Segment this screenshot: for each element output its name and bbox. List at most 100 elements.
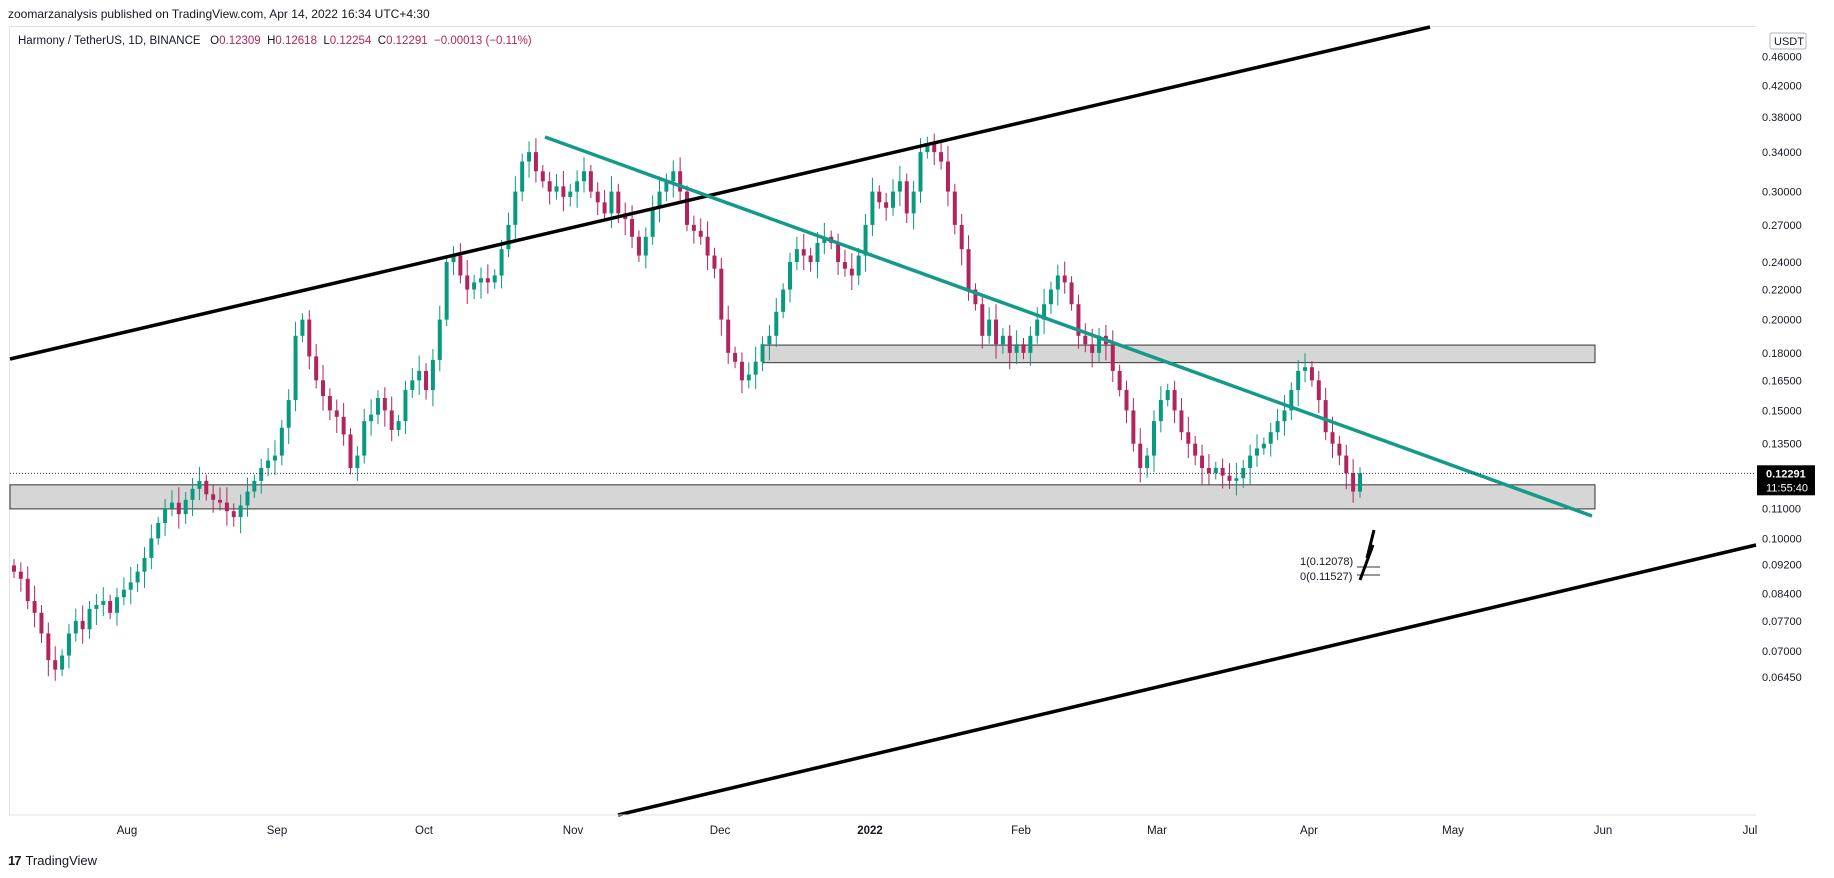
candle-body — [60, 655, 65, 670]
candle-body — [1248, 455, 1253, 468]
candle-body — [760, 344, 765, 362]
x-tick-label: Oct — [415, 825, 434, 837]
candle-body — [877, 191, 882, 203]
candle-body — [849, 268, 854, 276]
candle-body — [259, 467, 264, 481]
symbol-name[interactable]: Harmony / TetherUS, 1D, BINANCE — [18, 35, 201, 47]
candle-body — [472, 282, 477, 290]
candle-body — [115, 597, 120, 613]
candle-body — [1145, 455, 1150, 468]
candle-body — [1316, 380, 1321, 401]
candle-body — [1275, 421, 1280, 433]
candle-body — [1124, 390, 1129, 411]
candle-body — [382, 398, 387, 411]
y-tick-label: 0.46000 — [1762, 52, 1802, 64]
close-label: C — [377, 35, 387, 47]
candle-body — [691, 224, 696, 231]
candle-body — [1303, 367, 1308, 371]
projection-arrow[interactable] — [1358, 529, 1376, 581]
candle-body — [314, 356, 319, 381]
candle-body — [94, 604, 99, 609]
candle-body — [211, 494, 216, 500]
support-zone[interactable] — [9, 484, 1596, 510]
candle-body — [266, 460, 271, 468]
candle-body — [1200, 455, 1205, 468]
channel-upper-line[interactable] — [9, 25, 1431, 361]
candle-body — [1055, 275, 1060, 290]
descending-trendline[interactable] — [544, 135, 1593, 518]
candle-body — [66, 633, 71, 656]
candle-body — [1165, 390, 1170, 401]
candle-body — [733, 352, 738, 362]
chart-frame — [9, 26, 1756, 816]
candle-body — [272, 455, 277, 461]
candle-body — [1254, 448, 1259, 456]
x-tick-label: May — [1442, 825, 1464, 837]
candle-body — [183, 499, 188, 515]
y-tick-label: 0.10000 — [1762, 533, 1802, 545]
candle-body — [520, 161, 525, 192]
candle-body — [513, 191, 518, 225]
candle-body — [643, 236, 648, 256]
candle-body — [1172, 390, 1177, 411]
candle-body — [1289, 390, 1294, 411]
candle-body — [808, 255, 813, 263]
candle-body — [884, 202, 889, 208]
low-value: 0.12254 — [329, 35, 372, 47]
candle-body — [726, 319, 731, 353]
candle-body — [685, 191, 689, 225]
candle-body — [581, 171, 586, 182]
x-tick-label: 2022 — [857, 825, 883, 837]
candle-body — [527, 152, 532, 162]
candle-body — [1007, 335, 1012, 353]
candle-body — [1296, 370, 1301, 391]
candle-body — [190, 488, 195, 500]
candle-body — [437, 319, 442, 360]
candle-body — [18, 571, 23, 579]
channel-lower-line[interactable] — [617, 543, 1757, 817]
x-tick-label: Aug — [117, 825, 137, 837]
open-label: O — [210, 35, 220, 47]
candle-body — [870, 191, 875, 225]
x-tick-label: Jul — [1743, 825, 1758, 837]
candle-body — [1097, 335, 1102, 353]
candle-body — [478, 278, 483, 283]
candle-body — [1138, 443, 1143, 468]
candle-body — [458, 255, 463, 276]
countdown-value: 11:55:40 — [1766, 482, 1808, 494]
high-label: H — [267, 35, 276, 47]
candle-body — [451, 255, 456, 263]
candle-body — [169, 502, 174, 509]
candle-body — [705, 236, 710, 256]
y-tick-label: 0.22000 — [1762, 285, 1802, 297]
candle-body — [595, 191, 600, 203]
candle-body — [53, 660, 58, 670]
candle-body — [788, 262, 793, 290]
candle-body — [176, 502, 181, 515]
candle-body — [533, 152, 538, 172]
resistance-zone[interactable] — [762, 344, 1596, 364]
candle-body — [863, 224, 868, 256]
candle-body — [341, 416, 346, 435]
candle-body — [932, 142, 937, 153]
candle-body — [616, 191, 621, 214]
candle-body — [506, 224, 511, 250]
currency-label: USDT — [1774, 36, 1804, 48]
candle-body — [568, 191, 573, 197]
y-tick-label: 0.06450 — [1762, 672, 1802, 684]
candle-body — [1282, 410, 1287, 422]
y-tick-label: 0.18000 — [1762, 348, 1802, 360]
candle-body — [279, 427, 284, 456]
candle-body — [1358, 473, 1362, 492]
candle-body — [1220, 467, 1225, 476]
candle-body — [987, 319, 992, 336]
candle-body — [1179, 410, 1184, 433]
candle-body — [897, 181, 902, 192]
candle-body — [156, 523, 161, 539]
candle-body — [767, 335, 772, 345]
y-tick-label: 0.34000 — [1762, 147, 1802, 159]
x-tick-label: Sep — [267, 825, 287, 837]
candle-body — [911, 191, 916, 214]
symbol-legend: Harmony / TetherUS, 1D, BINANCE O0.12309… — [18, 35, 532, 47]
